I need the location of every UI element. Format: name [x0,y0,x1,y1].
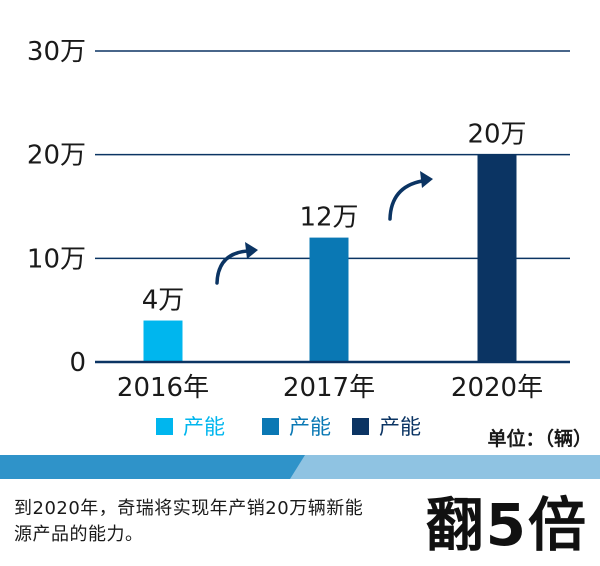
legend-swatch [352,418,369,435]
x-tick-label: 2017年 [283,373,375,403]
legend-swatch [262,418,279,435]
legend-swatch [156,418,173,435]
y-tick-label: 0 [69,348,86,378]
footer-caption: 到2020年，奇瑞将实现年产销20万辆新能源产品的能力。 [14,498,364,545]
y-tick-label: 10万 [27,244,86,274]
growth-arrow [388,179,424,221]
footer-band [0,455,600,479]
legend-label: 产能 [289,415,331,439]
footer-headline: 翻5倍 [425,491,588,559]
data-label: 4万 [142,286,185,316]
bar [309,237,349,362]
y-tick-label: 20万 [27,141,86,171]
footer-band-dark [0,455,305,479]
unit-label: 单位：（辆） [487,427,592,450]
bar [143,320,183,362]
growth-arrow-head [245,242,258,259]
legend-label: 产能 [183,415,225,439]
footer-band-light [290,455,600,479]
legend-label: 产能 [379,415,421,439]
bar [477,154,517,362]
data-label: 20万 [467,120,526,150]
x-tick-label: 2020年 [451,373,543,403]
growth-arrow-head [420,171,433,188]
bar-chart: 0 10万 20万 30万 4万 2016年 12万 2017年 20万 2020年产能 产能 产能单… [27,37,592,450]
x-tick-label: 2016年 [117,373,209,403]
data-label: 12万 [299,203,358,233]
growth-arrow [215,249,250,285]
y-tick-label: 30万 [27,37,86,67]
